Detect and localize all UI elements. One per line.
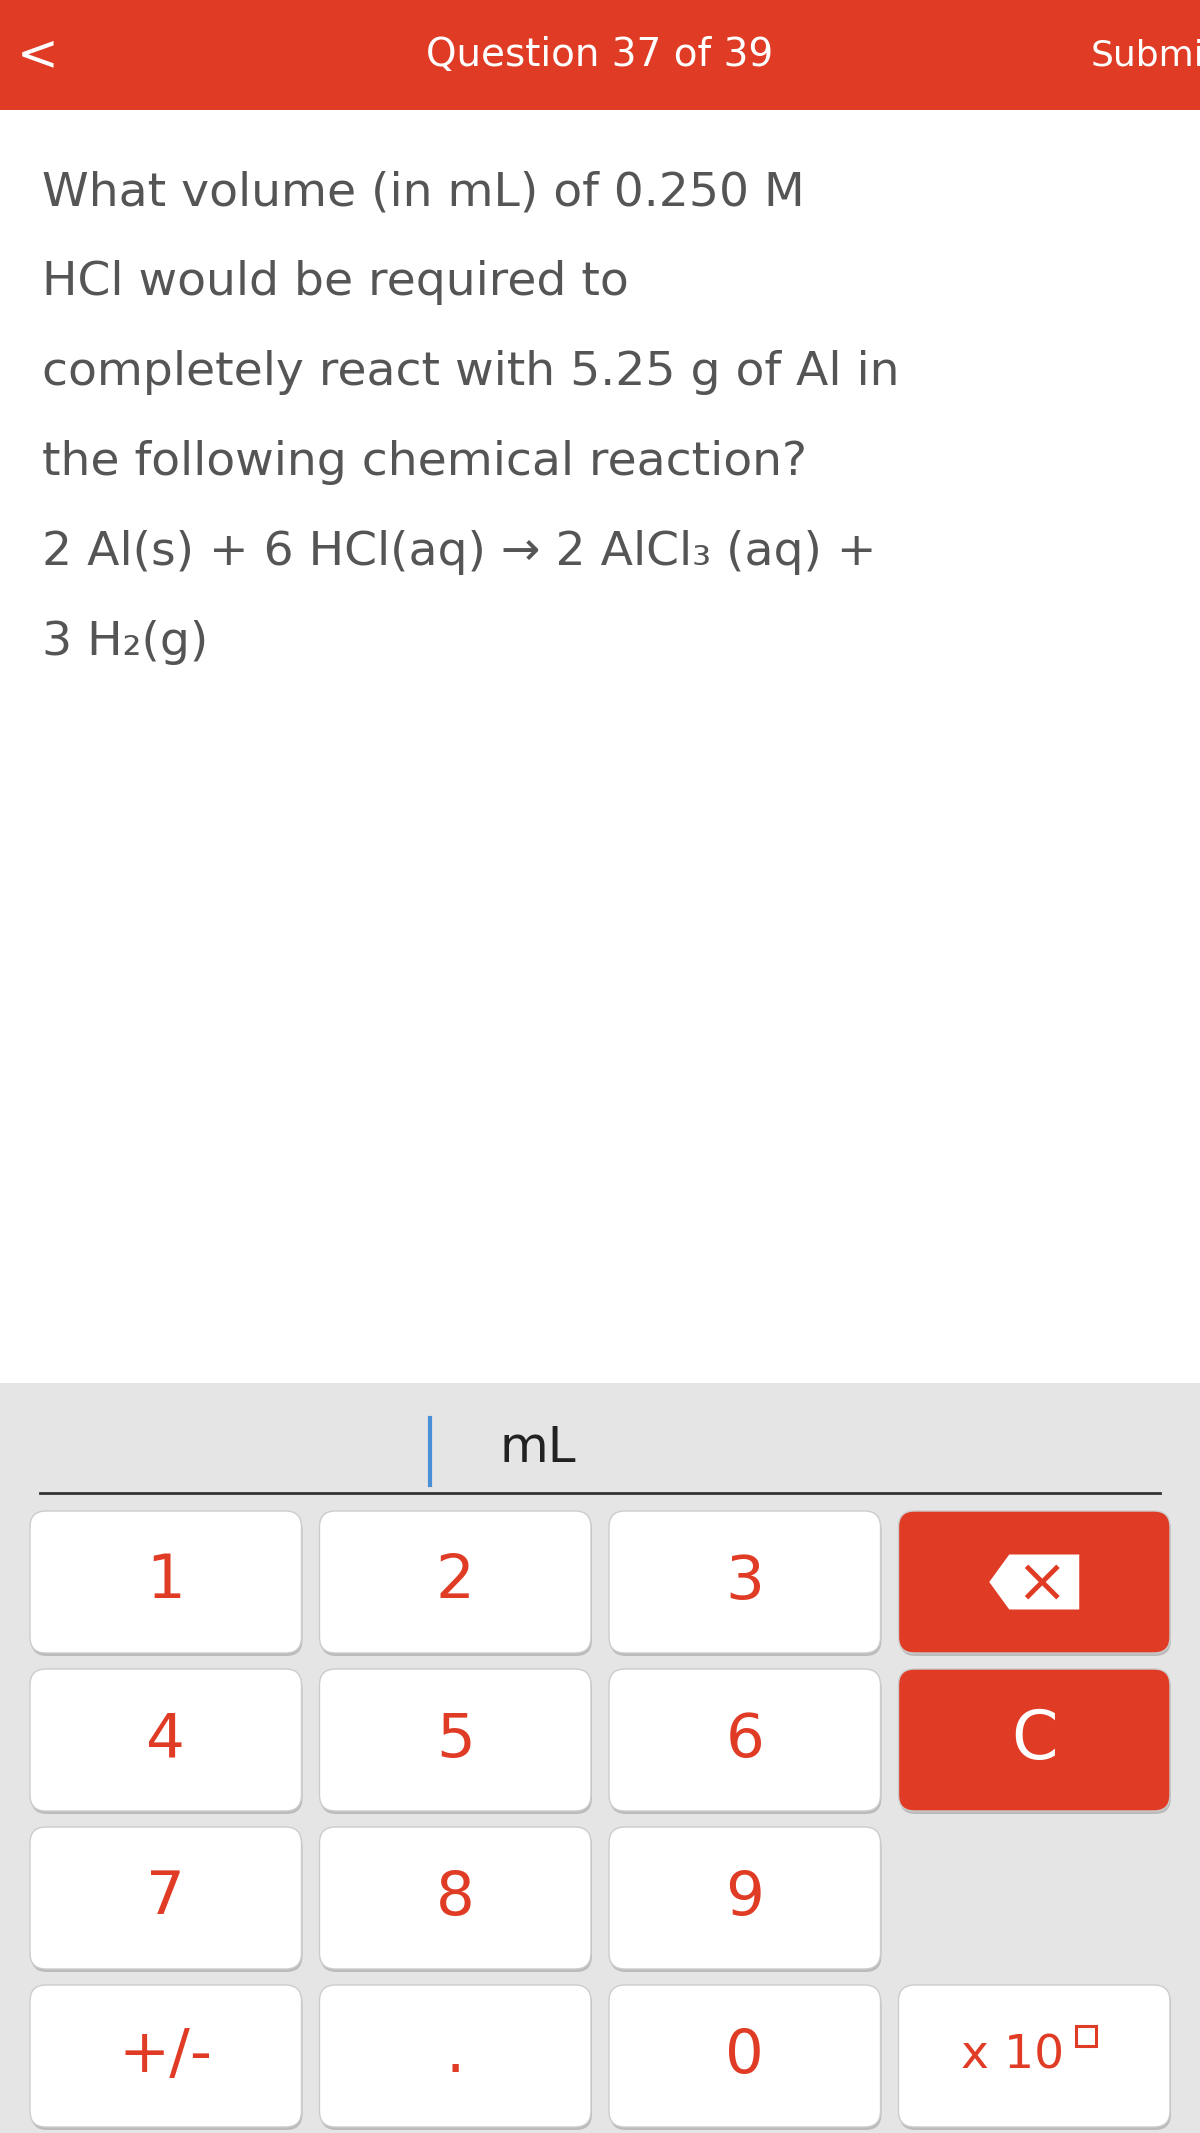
Text: <: < — [17, 32, 59, 79]
Text: mL: mL — [500, 1425, 577, 1472]
Text: completely react with 5.25 g of Al in: completely react with 5.25 g of Al in — [42, 350, 900, 395]
Text: 0: 0 — [725, 2026, 764, 2086]
Text: What volume (in mL) of 0.250 M: What volume (in mL) of 0.250 M — [42, 171, 805, 215]
Text: 8: 8 — [436, 1869, 475, 1928]
Text: x 10: x 10 — [961, 2033, 1064, 2078]
Text: 2: 2 — [436, 1553, 475, 1613]
Text: 2 Al(s) + 6 HCl(aq) → 2 AlCl₃ (aq) +: 2 Al(s) + 6 HCl(aq) → 2 AlCl₃ (aq) + — [42, 529, 876, 576]
FancyBboxPatch shape — [30, 1986, 301, 2127]
FancyBboxPatch shape — [30, 1668, 301, 1811]
FancyBboxPatch shape — [900, 1672, 1171, 1813]
Text: 5: 5 — [436, 1711, 475, 1770]
FancyBboxPatch shape — [610, 1672, 882, 1813]
Text: +/-: +/- — [119, 2026, 212, 2086]
FancyBboxPatch shape — [320, 1672, 592, 1813]
FancyBboxPatch shape — [610, 1828, 881, 1969]
Text: 4: 4 — [146, 1711, 185, 1770]
FancyBboxPatch shape — [319, 1828, 592, 1969]
FancyBboxPatch shape — [320, 1830, 592, 1973]
FancyBboxPatch shape — [900, 1988, 1171, 2131]
Text: 9: 9 — [725, 1869, 764, 1928]
FancyBboxPatch shape — [31, 1672, 302, 1813]
Text: HCl would be required to: HCl would be required to — [42, 260, 629, 305]
FancyBboxPatch shape — [319, 1668, 592, 1811]
FancyBboxPatch shape — [900, 1514, 1171, 1655]
Text: 1: 1 — [146, 1553, 185, 1613]
FancyBboxPatch shape — [30, 1510, 301, 1653]
Text: Question 37 of 39: Question 37 of 39 — [426, 36, 774, 75]
FancyBboxPatch shape — [610, 1988, 882, 2131]
Text: 7: 7 — [146, 1869, 185, 1928]
Bar — [1076, 2026, 1097, 2046]
FancyBboxPatch shape — [610, 1514, 882, 1655]
Polygon shape — [989, 1555, 1079, 1610]
Text: 3: 3 — [725, 1553, 764, 1613]
FancyBboxPatch shape — [319, 1986, 592, 2127]
Text: .: . — [445, 2026, 464, 2086]
FancyBboxPatch shape — [320, 1988, 592, 2131]
FancyBboxPatch shape — [0, 1382, 1200, 2133]
FancyBboxPatch shape — [610, 1668, 881, 1811]
FancyBboxPatch shape — [899, 1986, 1170, 2127]
Text: 6: 6 — [725, 1711, 764, 1770]
Text: 3 H₂(g): 3 H₂(g) — [42, 621, 209, 665]
FancyBboxPatch shape — [610, 1510, 881, 1653]
FancyBboxPatch shape — [610, 1986, 881, 2127]
Text: the following chemical reaction?: the following chemical reaction? — [42, 439, 808, 484]
FancyBboxPatch shape — [320, 1514, 592, 1655]
Text: C: C — [1010, 1706, 1057, 1773]
FancyBboxPatch shape — [31, 1988, 302, 2131]
FancyBboxPatch shape — [31, 1514, 302, 1655]
FancyBboxPatch shape — [610, 1830, 882, 1973]
FancyBboxPatch shape — [899, 1510, 1170, 1653]
FancyBboxPatch shape — [30, 1828, 301, 1969]
FancyBboxPatch shape — [31, 1830, 302, 1973]
FancyBboxPatch shape — [899, 1668, 1170, 1811]
Text: Submit: Submit — [1091, 38, 1200, 73]
FancyBboxPatch shape — [319, 1510, 592, 1653]
FancyBboxPatch shape — [0, 0, 1200, 111]
